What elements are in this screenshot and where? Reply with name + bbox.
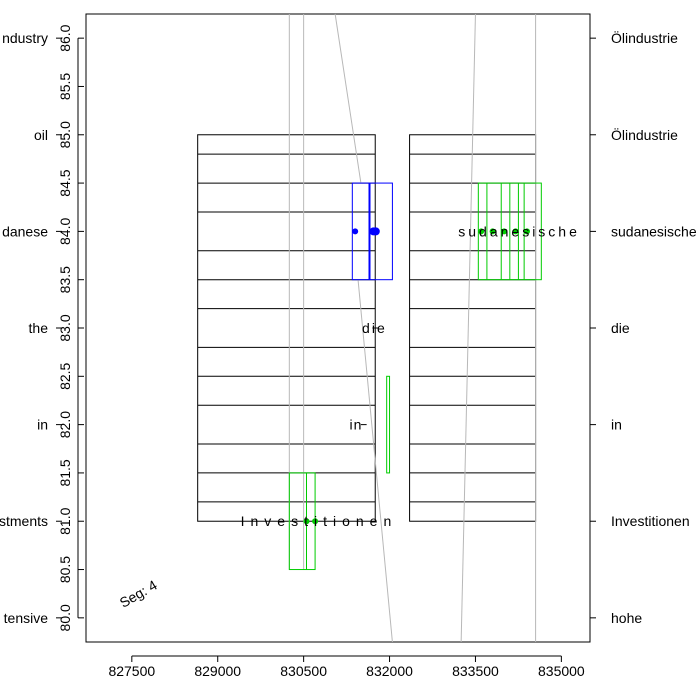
y-axis: 80.0 80.5 81.0 81.5 82.0 82.5 83.0 83.5 84.0 84.5… (57, 24, 84, 631)
data-point (524, 228, 530, 235)
x-tick-label: 832000 (366, 663, 413, 679)
left-label: tensive (4, 610, 49, 626)
y-tick-label: 82.0 (57, 411, 73, 438)
left-label: ndustry (2, 30, 48, 46)
data-point (501, 228, 508, 235)
left-label: stments (0, 513, 48, 529)
x-tick-label: 830500 (280, 663, 327, 679)
y-tick-label: 82.5 (57, 362, 73, 389)
y-tick-label: 85.5 (57, 73, 73, 100)
highlight-box (386, 375, 391, 474)
alignment-line (460, 13, 476, 643)
grid-frame-1 (409, 134, 537, 522)
y-tick-label: 84.0 (57, 218, 73, 245)
left-label: danese (2, 223, 48, 239)
data-point (371, 227, 380, 236)
data-point (303, 518, 310, 525)
word-label: Investitionen (241, 513, 398, 529)
y-tick-label: 81.5 (57, 459, 73, 486)
y-tick-label: 86.0 (57, 24, 73, 51)
right-label: Investitionen (611, 513, 690, 529)
data-point (478, 228, 485, 235)
x-tick-label: 827500 (108, 663, 155, 679)
left-label: the (29, 320, 49, 336)
right-label: Ölindustrie (611, 126, 678, 143)
alignment-line (334, 13, 362, 184)
y-tick-label: 85.0 (57, 121, 73, 148)
y-tick-label: 84.5 (57, 169, 73, 196)
alignment-line (357, 279, 393, 643)
right-label: die (611, 320, 630, 336)
right-label: hohe (611, 610, 642, 626)
x-tick-label: 835000 (538, 663, 585, 679)
data-point (312, 518, 319, 525)
word-label: sudanesische (458, 223, 580, 239)
right-label: sudanesische (611, 223, 697, 239)
y-tick-label: 80.0 (57, 604, 73, 631)
data-point (512, 228, 519, 235)
data-points (303, 227, 530, 525)
segment-label: Seg: 4 (117, 577, 160, 611)
word-dashes (360, 327, 379, 426)
grid-frame-0 (197, 134, 376, 522)
x-tick-label: 829000 (194, 663, 241, 679)
right-label: Ölindustrie (611, 29, 678, 46)
left-labels: ndustry oil danese the in stments tensive (0, 30, 62, 626)
x-axis: 827500 829000 830500 832000 833500 835000 (108, 655, 585, 679)
right-label: in (611, 417, 622, 433)
word-labels: die in Investitionen sudanesische (241, 223, 580, 529)
y-tick-label: 83.0 (57, 314, 73, 341)
left-label: oil (34, 127, 48, 143)
left-label: in (37, 417, 48, 433)
word-label: in (349, 417, 362, 433)
annotation: Seg: 4 (117, 577, 160, 611)
plot-frame (85, 13, 591, 643)
alignment-lines (288, 13, 537, 643)
data-point (489, 228, 496, 235)
y-tick-label: 81.0 (57, 507, 73, 534)
data-point (352, 228, 359, 235)
y-tick-label: 80.5 (57, 556, 73, 583)
word-label: die (362, 320, 387, 336)
right-labels: Ölindustrie Ölindustrie sudanesische die in I… (590, 29, 697, 626)
y-tick-label: 83.5 (57, 266, 73, 293)
x-tick-label: 833500 (452, 663, 499, 679)
